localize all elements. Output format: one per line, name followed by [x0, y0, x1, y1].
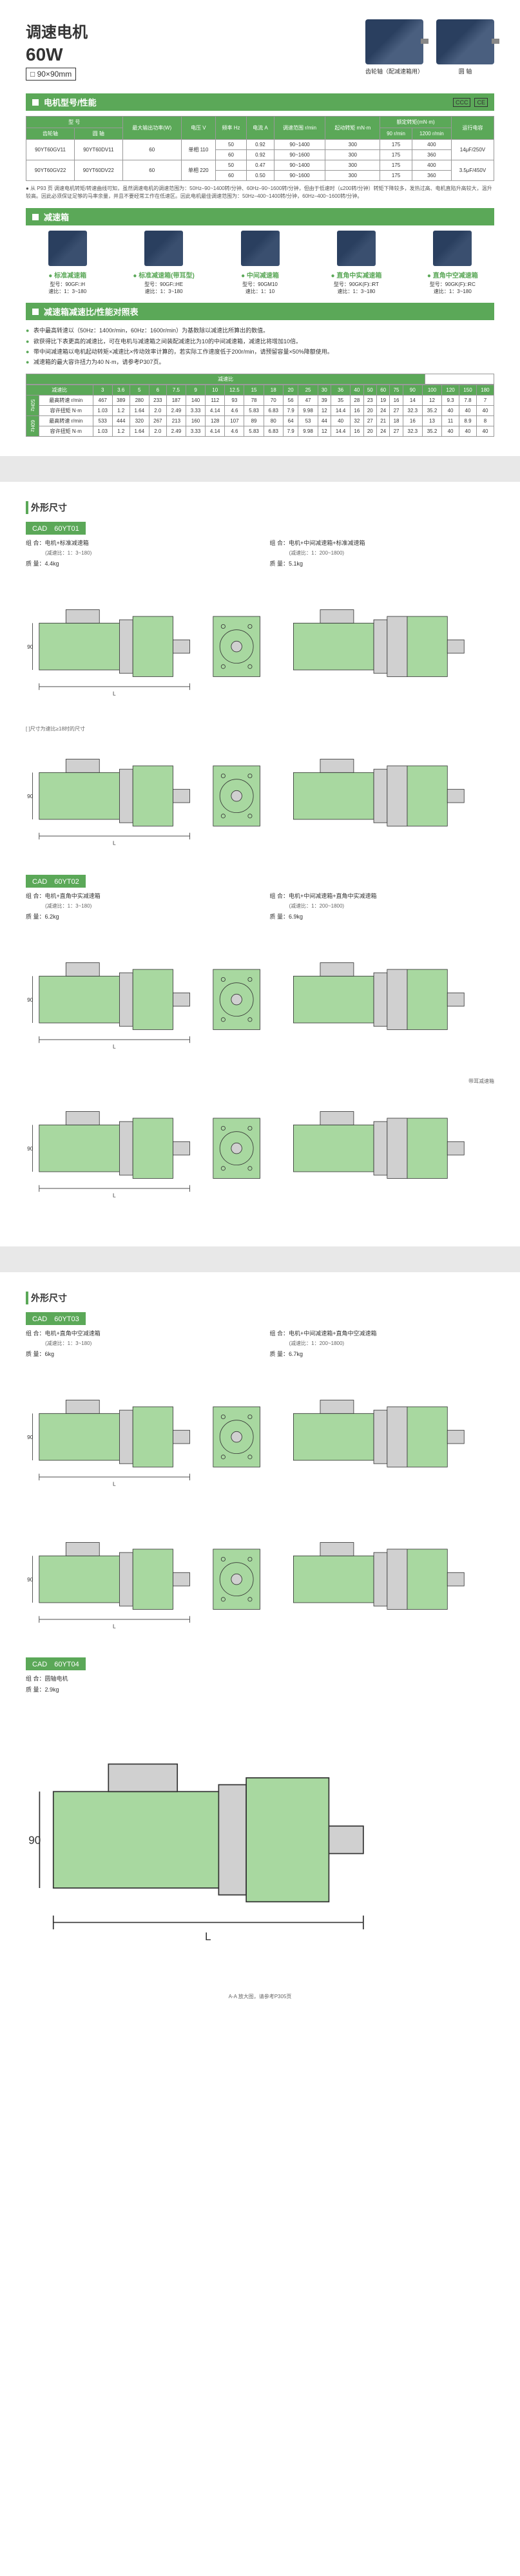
svg-text:L: L — [113, 1623, 116, 1629]
svg-text:90: 90 — [27, 1576, 34, 1582]
dimensions-title: 外形尺寸 — [26, 501, 494, 514]
svg-text:L: L — [113, 1480, 116, 1487]
motor-image-round — [436, 19, 494, 64]
technical-drawing: L 90 — [26, 1373, 494, 1507]
motor-images: 齿轮轴（配减速箱用） 圆 轴 — [365, 19, 494, 75]
section-spec-title: 电机型号/性能 — [26, 93, 494, 111]
cad-tag: CAD 60YT02 — [26, 875, 86, 888]
section-gearbox-title: 减速箱 — [26, 208, 494, 225]
product-title: 调速电机 — [26, 19, 88, 42]
technical-drawing: L 90 — [26, 732, 494, 866]
technical-drawing: L 90 — [26, 1709, 494, 1985]
svg-text:90: 90 — [27, 1434, 34, 1440]
technical-drawing: L 90 — [26, 936, 494, 1070]
technical-drawing: L 90 — [26, 583, 494, 717]
svg-text:90: 90 — [27, 793, 34, 799]
dimensions-title-2: 外形尺寸 — [26, 1292, 494, 1304]
spec-note: ● 从 P93 页 调速电机转矩/转速曲线可知，虽然调速电机的调速范围为：50H… — [26, 185, 494, 200]
page-header: 调速电机 60W □ 90×90mm 齿轮轴（配减速箱用） 圆 轴 — [26, 19, 494, 81]
technical-drawing: L 90 — [26, 1516, 494, 1650]
technical-drawing: L 90 — [26, 1085, 494, 1219]
svg-text:90: 90 — [28, 1835, 41, 1847]
cad-tag: CAD 60YT01 — [26, 522, 86, 535]
svg-text:L: L — [113, 1043, 116, 1049]
cad-tag: CAD 60YT04 — [26, 1657, 86, 1670]
svg-text:L: L — [205, 1931, 211, 1943]
svg-text:90: 90 — [27, 996, 34, 1002]
motor-image-gear — [365, 19, 423, 64]
cad-tag: CAD 60YT03 — [26, 1312, 86, 1325]
product-power: 60W — [26, 44, 88, 65]
ratio-notes: 表中最高转速以（50Hz：1400r/min，60Hz：1600r/min）为基… — [26, 325, 494, 367]
svg-text:90: 90 — [27, 644, 34, 650]
certification-icons: CCC CE — [453, 98, 488, 107]
svg-text:L: L — [113, 839, 116, 846]
spec-table: 型 号 最大输出功率(W) 电压 V 频率 Hz 电流 A 调速范围 r/min… — [26, 116, 494, 181]
svg-text:L: L — [113, 1192, 116, 1199]
svg-text:90: 90 — [27, 1145, 34, 1152]
svg-text:L: L — [113, 691, 116, 697]
section-ratio-title: 减速箱减速比/性能对照表 — [26, 303, 494, 320]
gearbox-list: 标准减速箱型号：90GF□H速比：1：3~180标准减速箱(带耳型)型号：90G… — [26, 231, 494, 295]
ratio-table: 减速比 — [26, 374, 494, 385]
product-dimension: □ 90×90mm — [26, 68, 76, 81]
